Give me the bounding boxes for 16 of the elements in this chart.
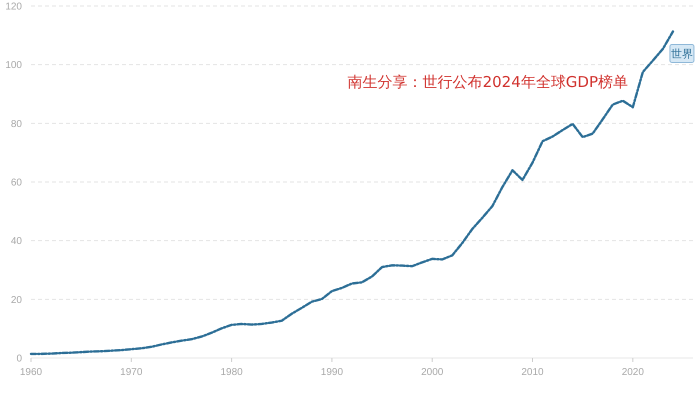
x-tick-label: 1990 (320, 367, 344, 378)
y-tick-label: 60 (10, 178, 22, 188)
y-tick-label: 120 (5, 2, 22, 12)
x-tick-label: 2010 (521, 367, 544, 378)
y-tick-label: 20 (10, 294, 22, 306)
y-tick-label: 40 (10, 236, 22, 248)
x-tick-label: 1980 (220, 367, 244, 378)
y-tick-label: 0 (16, 354, 22, 364)
x-tick-label: 2000 (421, 367, 444, 378)
x-tick-label: 1970 (120, 367, 143, 378)
y-tick-label: 80 (10, 118, 22, 130)
y-tick-label: 100 (5, 60, 22, 72)
x-tick-label: 1960 (20, 367, 43, 378)
series-label: 世界 (670, 48, 693, 61)
x-tick-label: 2020 (622, 367, 644, 378)
text: 南生分享：世行公布2024年全球GDP榜单 (348, 73, 628, 91)
